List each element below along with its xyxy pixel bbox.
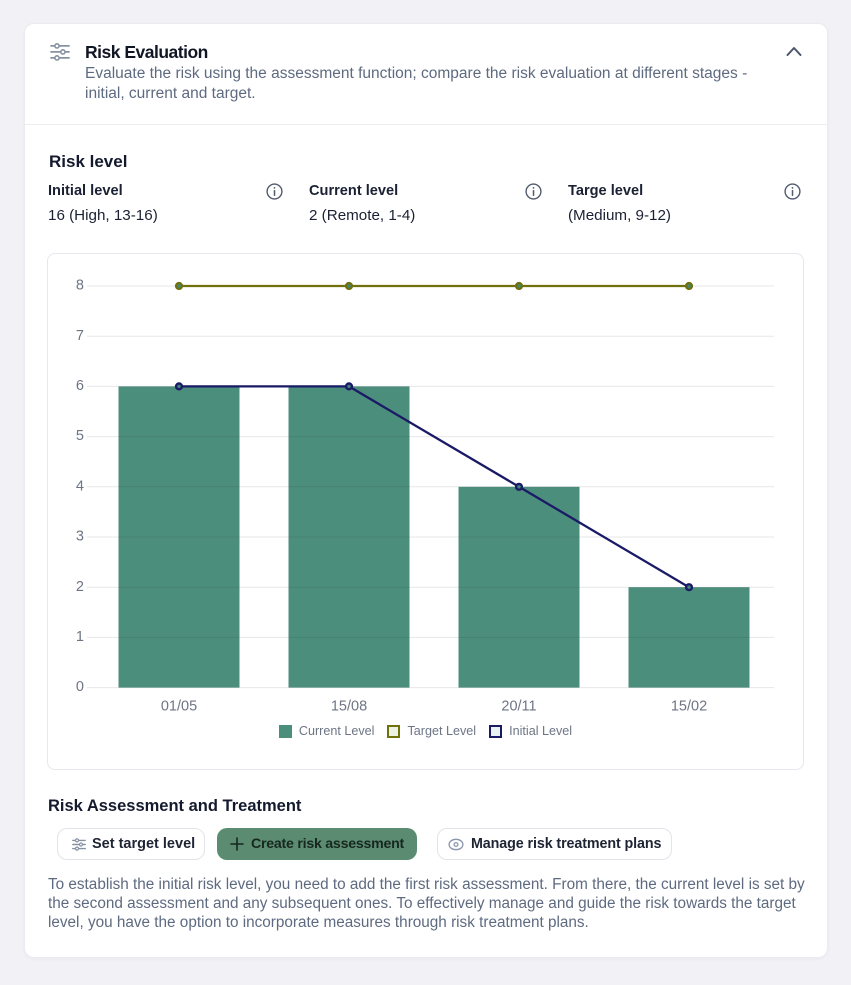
svg-text:01/05: 01/05 [161, 699, 197, 715]
svg-text:5: 5 [76, 428, 84, 444]
svg-text:15/08: 15/08 [331, 699, 367, 715]
svg-text:15/02: 15/02 [671, 699, 707, 715]
svg-text:20/11: 20/11 [501, 699, 536, 715]
svg-text:3: 3 [76, 529, 84, 545]
svg-text:4: 4 [76, 478, 84, 494]
svg-text:7: 7 [76, 328, 84, 344]
svg-text:6: 6 [76, 378, 84, 394]
svg-text:8: 8 [76, 278, 84, 294]
svg-text:2: 2 [76, 579, 84, 595]
svg-text:0: 0 [76, 679, 84, 695]
svg-text:1: 1 [76, 629, 84, 645]
